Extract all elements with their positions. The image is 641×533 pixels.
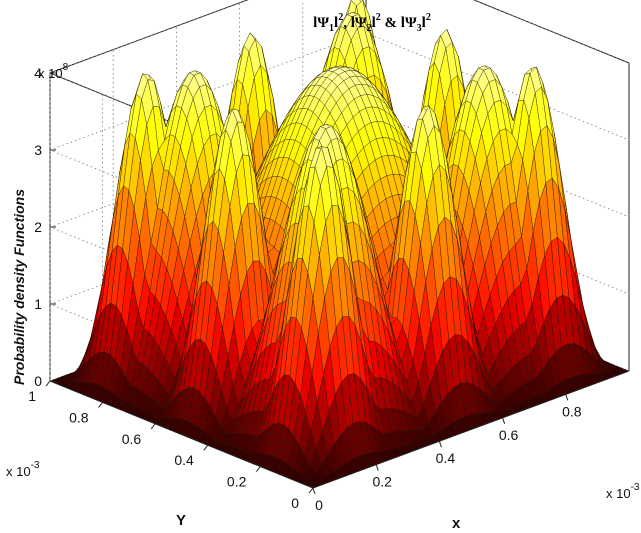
x-exponent-label: x 10-3 bbox=[606, 482, 640, 501]
y-tick-mark bbox=[150, 423, 156, 430]
y-tick-mark bbox=[256, 466, 261, 472]
y-tick-mark bbox=[203, 444, 209, 451]
z-tick-label: 1 bbox=[34, 296, 42, 312]
z-tick-label: 0 bbox=[34, 373, 42, 389]
x-tick-label: 0.8 bbox=[562, 403, 582, 419]
y-axis-line bbox=[49, 380, 314, 489]
axes-box-front bbox=[49, 370, 630, 489]
right-top-edge bbox=[472, 0, 630, 64]
y-tick-label: 0.4 bbox=[174, 452, 194, 468]
y-exponent-label: x 10-3 bbox=[6, 460, 40, 479]
x-tick-mark bbox=[502, 417, 506, 424]
z-tick-label: 4 bbox=[34, 65, 42, 81]
x-tick-label: 0.6 bbox=[499, 427, 519, 443]
y-tick-mark bbox=[98, 402, 103, 408]
z-tick-label: 3 bbox=[34, 142, 42, 158]
y-tick-label: 1 bbox=[28, 388, 36, 404]
y-tick-label: 0.2 bbox=[227, 474, 247, 490]
x-axis-label: x bbox=[452, 515, 461, 532]
surface-mesh bbox=[49, 0, 630, 489]
z-tick-label: 2 bbox=[34, 219, 42, 235]
x-tick-label: 0.4 bbox=[436, 450, 456, 466]
chart-title: lΨ1l2, lΨ2l2 & lΨ3l2 bbox=[313, 12, 431, 34]
x-tick-label: 0 bbox=[315, 497, 323, 513]
z-exponent-label: x 108 bbox=[38, 62, 69, 81]
x-tick-mark bbox=[312, 487, 316, 495]
y-tick-label: 0.8 bbox=[69, 409, 89, 425]
y-axis-label: Y bbox=[176, 512, 186, 529]
z-axis-label: Probability density Functions bbox=[11, 189, 27, 385]
y-tick-label: 0 bbox=[291, 495, 299, 511]
x-axis-line bbox=[312, 370, 630, 489]
x-tick-mark bbox=[565, 394, 569, 401]
y-tick-mark bbox=[308, 487, 314, 494]
y-tick-label: 0.6 bbox=[122, 431, 142, 447]
x-tick-mark bbox=[375, 464, 379, 471]
x-tick-mark bbox=[438, 441, 442, 448]
y-tick-mark bbox=[45, 380, 51, 387]
x-tick-label: 0.2 bbox=[372, 474, 392, 490]
